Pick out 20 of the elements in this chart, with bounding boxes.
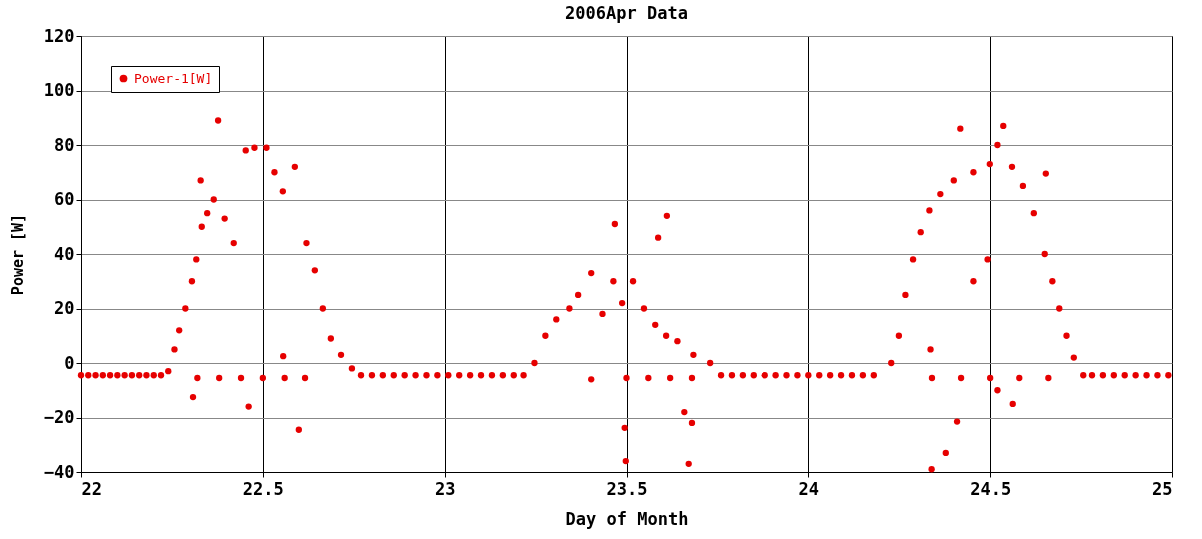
x-axis-title: Day of Month — [565, 508, 689, 529]
legend-label: Power-1[W] — [134, 70, 213, 86]
y-tick-label: −20 — [43, 407, 75, 427]
y-tick-label: 80 — [54, 134, 75, 155]
y-axis-title: Power [W] — [8, 213, 27, 296]
y-tick-label: 0 — [64, 352, 75, 373]
x-tick-label: 23.5 — [606, 478, 648, 499]
y-tick-label: 20 — [54, 298, 75, 318]
y-tick-label: −40 — [43, 461, 75, 482]
y-tick-label: 100 — [43, 80, 75, 100]
y-tick-label: 40 — [54, 243, 75, 264]
y-tick-label: 120 — [43, 25, 75, 46]
x-tick-label: 24 — [798, 478, 820, 499]
x-tick-label: 25 — [1152, 478, 1173, 499]
chart-title: 2006Apr Data — [565, 3, 688, 23]
x-tick-label: 22 — [81, 478, 102, 499]
x-tick-label: 22.5 — [242, 478, 284, 499]
x-tick-label: 24.5 — [970, 478, 1012, 499]
y-tick-label: 60 — [54, 189, 75, 209]
x-tick-label: 23 — [434, 478, 456, 499]
